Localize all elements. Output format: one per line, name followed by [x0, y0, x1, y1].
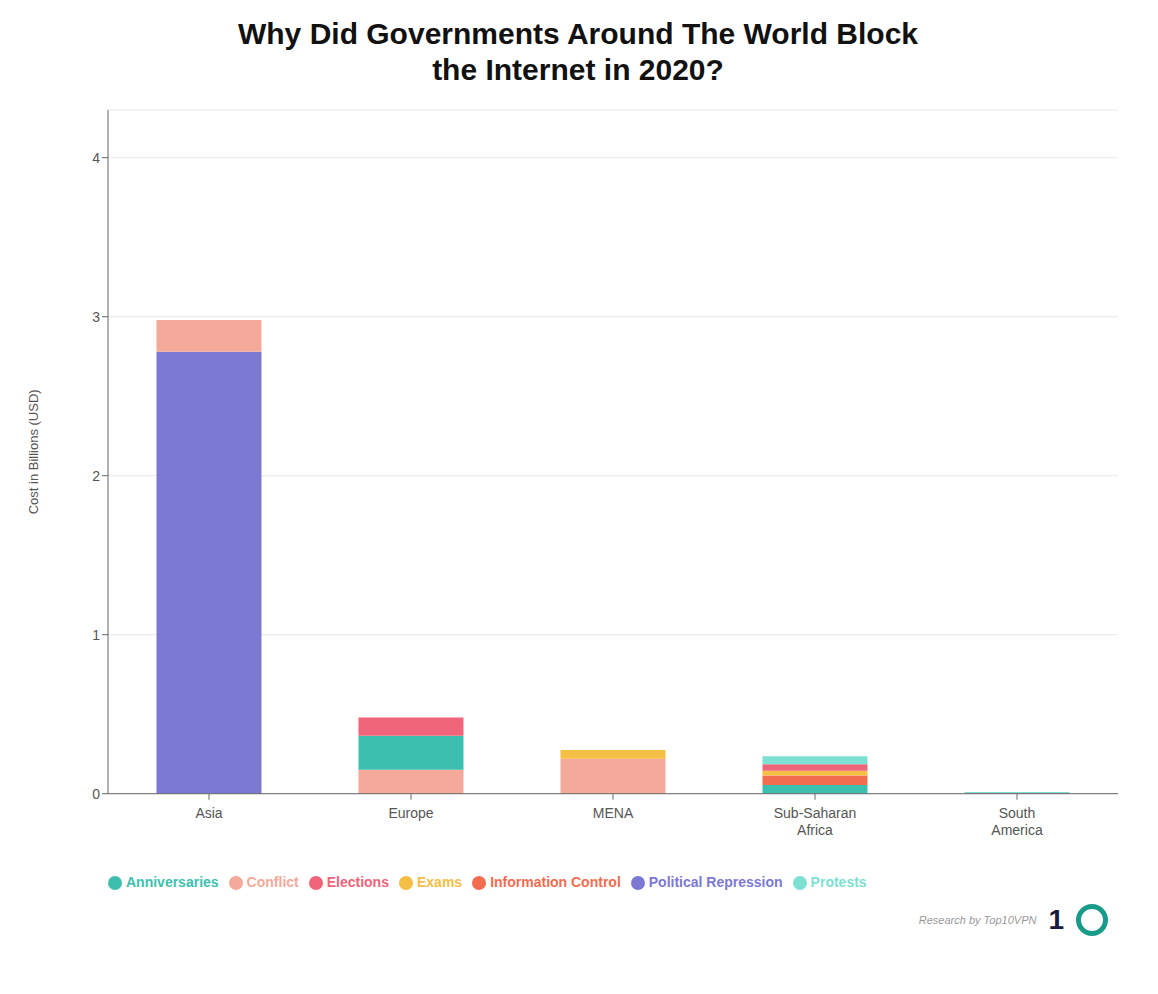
html-text:Information Control: Information Control — [490, 873, 621, 890]
html-text:Conflict: Conflict — [246, 873, 299, 890]
svg-text:3: 3 — [92, 309, 100, 325]
svg-text:Europe: Europe — [388, 805, 433, 821]
html-text:Political Repression: Political Repression — [648, 873, 783, 890]
svg-text:0: 0 — [92, 786, 100, 802]
svg-text:Sub-SaharanAfrica: Sub-SaharanAfrica — [774, 805, 857, 838]
svg-text:Asia: Asia — [195, 805, 222, 821]
html-text:Research by Top10VPN: Research by Top10VPN — [918, 914, 1037, 926]
svg-text:1: 1 — [92, 627, 100, 643]
html-text:Anniversaries: Anniversaries — [126, 873, 219, 890]
svg-text:2: 2 — [92, 468, 100, 484]
html-text:1: 1 — [1048, 904, 1064, 935]
html-text:Exams: Exams — [417, 873, 463, 890]
html-text:Elections: Elections — [326, 873, 389, 890]
html-text:Why Did Governments Around The: Why Did Governments Around The World Blo… — [238, 17, 918, 86]
svg-text:MENA: MENA — [593, 805, 634, 821]
html-text:Protests: Protests — [810, 873, 867, 890]
svg-text:4: 4 — [92, 150, 100, 166]
svg-text:SouthAmerica: SouthAmerica — [991, 805, 1043, 838]
svg-text:Cost in Billions (USD): Cost in Billions (USD) — [26, 389, 41, 514]
